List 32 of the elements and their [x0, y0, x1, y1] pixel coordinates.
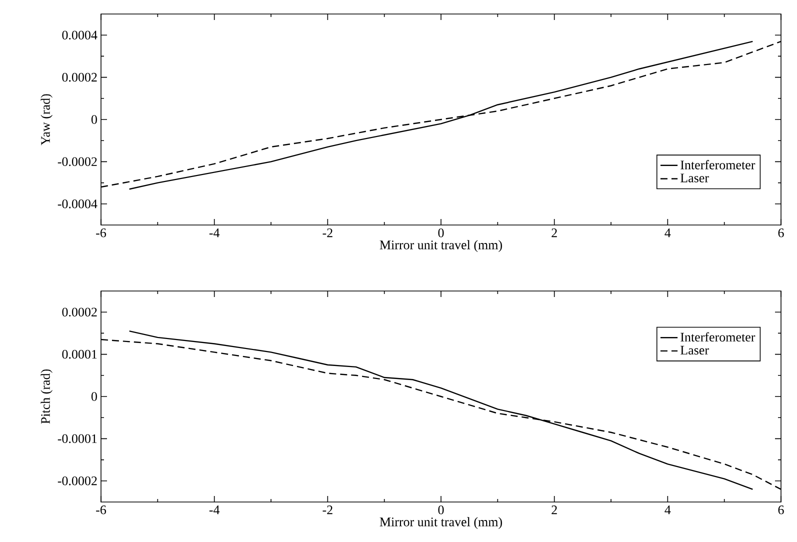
x-tick-label: 4	[664, 228, 671, 238]
y-tick-label: -0.0002	[58, 157, 97, 166]
y-tick-label: 0.0002	[62, 72, 97, 82]
x-tick-label: 0	[438, 228, 444, 238]
y-tick-label: 0	[91, 392, 97, 401]
y-axis-title: Yaw (rad)	[40, 94, 53, 146]
x-tick-label: -4	[209, 228, 220, 238]
legend-label: Laser	[680, 346, 709, 355]
y-tick-label: -0.0002	[58, 476, 97, 486]
y-tick-label: 0.0001	[62, 350, 97, 359]
y-tick-label: -0.0001	[58, 434, 97, 444]
x-tick-label: 2	[552, 228, 557, 238]
x-axis-title: Mirror unit travel (mm)	[380, 240, 502, 252]
x-tick-label: -6	[96, 506, 106, 514]
legend-label: Laser	[680, 174, 709, 182]
x-tick-label: 2	[552, 506, 557, 514]
x-tick-label: -2	[322, 228, 332, 238]
x-tick-label: -6	[96, 228, 106, 238]
y-tick-label: -0.0004	[58, 199, 98, 208]
x-tick-label: -4	[209, 506, 220, 514]
y-tick-label: 0.0004	[62, 30, 98, 40]
x-tick-label: 4	[664, 506, 671, 514]
x-tick-label: 6	[778, 228, 784, 238]
x-axis-title: Mirror unit travel (mm)	[380, 517, 502, 529]
y-tick-label: 0.0002	[62, 308, 97, 317]
x-tick-label: 0	[438, 506, 444, 514]
x-tick-label: 6	[778, 506, 784, 514]
y-tick-label: 0	[91, 115, 97, 124]
x-tick-label: -2	[322, 506, 332, 514]
y-axis-title: Pitch (rad)	[40, 369, 53, 424]
legend-label: Interferometer	[680, 332, 756, 342]
legend-label: Interferometer	[680, 160, 756, 170]
